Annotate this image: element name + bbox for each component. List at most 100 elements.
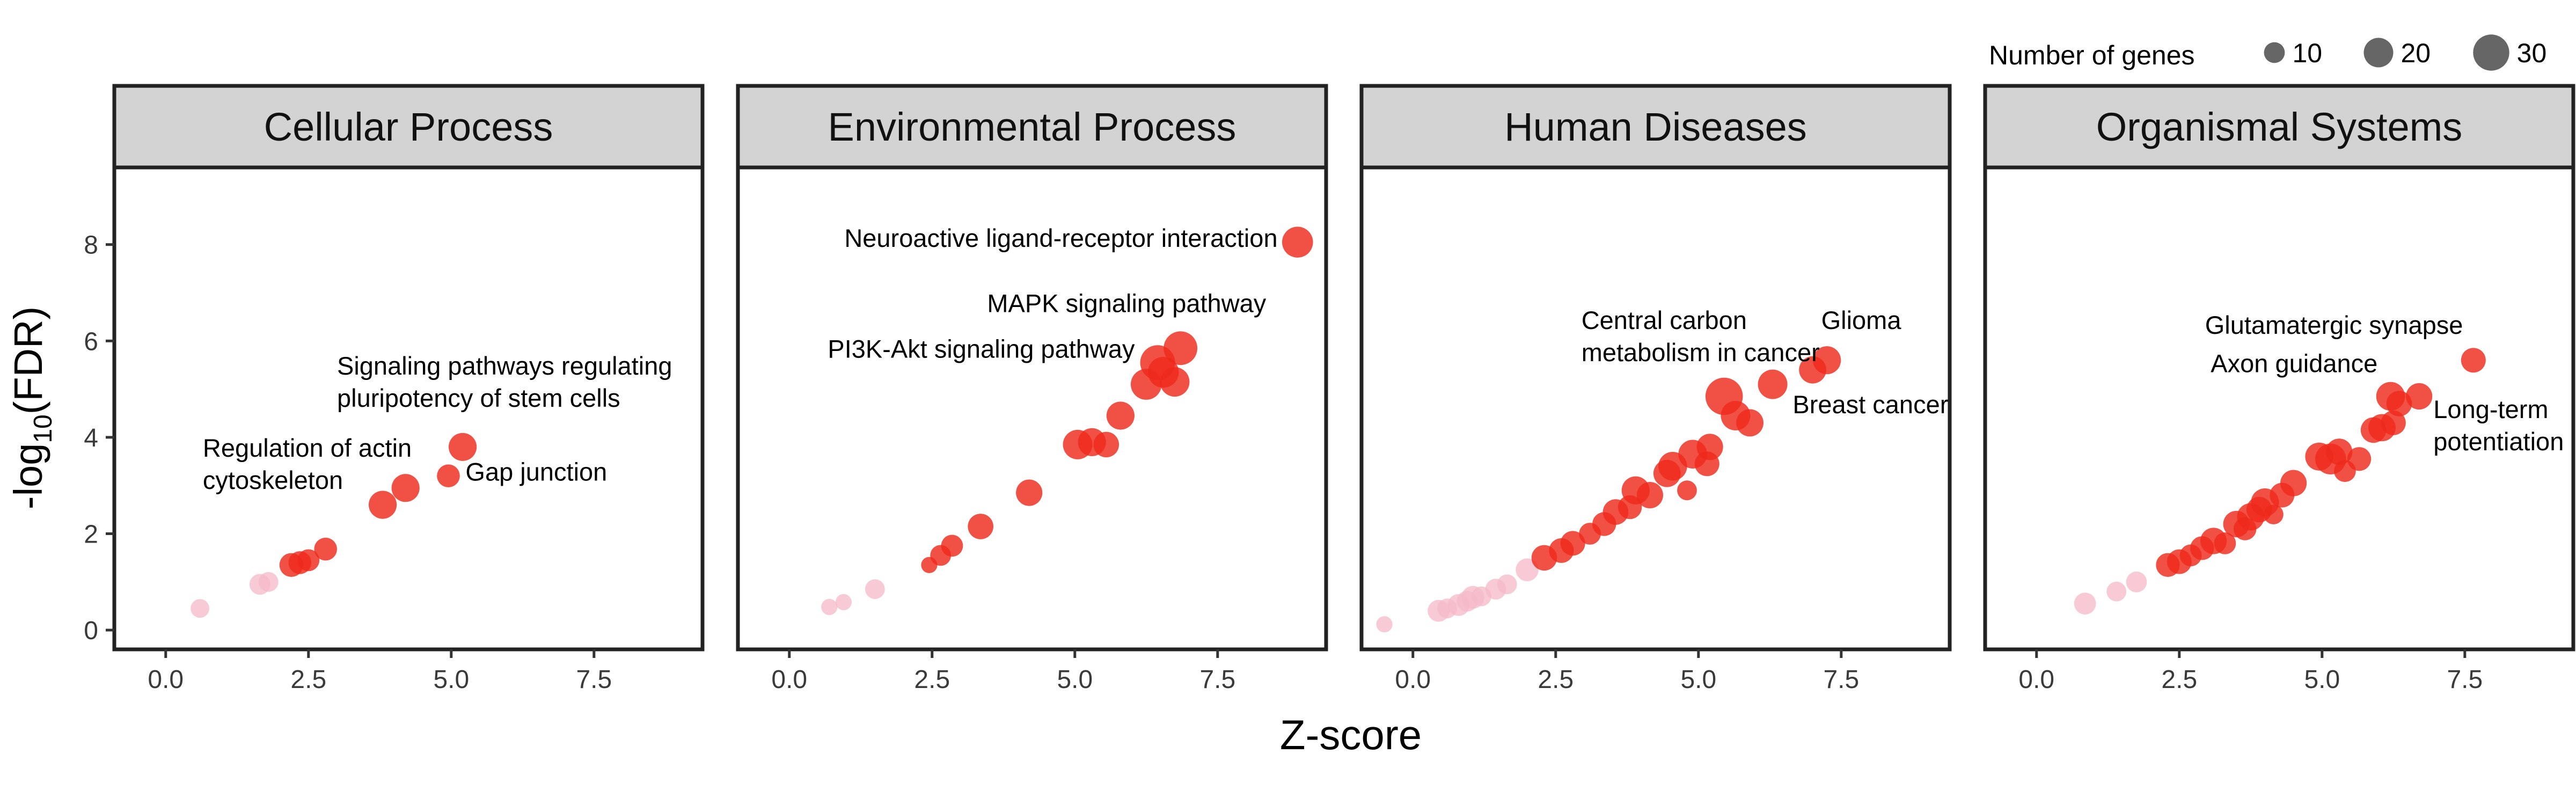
panel-border bbox=[1983, 165, 2575, 652]
annotation-line: Glutamatergic synapse bbox=[2205, 311, 2463, 339]
annotation-line: Axon guidance bbox=[2211, 349, 2377, 378]
annotation-line: Neuroactive ligand-receptor interaction bbox=[844, 224, 1277, 252]
y-axis-title-prefix: -log bbox=[6, 443, 50, 509]
data-point bbox=[1093, 431, 1119, 458]
plot-area bbox=[1362, 167, 1950, 649]
annotation-line: Gap junction bbox=[465, 458, 607, 486]
legend-title: Number of genes bbox=[1989, 40, 2195, 70]
data-point bbox=[2280, 470, 2307, 496]
annotation-line: MAPK signaling pathway bbox=[987, 289, 1266, 317]
annotation-line: PI3K-Akt signaling pathway bbox=[828, 335, 1135, 363]
point-annotation: Axon guidance bbox=[2211, 349, 2377, 378]
data-point bbox=[2381, 410, 2406, 435]
y-axis-title: -log10(FDR) bbox=[6, 306, 57, 509]
annotation-line: Glioma bbox=[1821, 306, 1902, 334]
data-point bbox=[941, 535, 963, 557]
x-tick-label: 5.0 bbox=[2304, 665, 2340, 694]
x-tick-label: 7.5 bbox=[1823, 665, 1859, 694]
facet-panel-1: Cellular Process Signaling pathways regul… bbox=[112, 84, 705, 694]
y-tick-label: 2 bbox=[84, 520, 98, 548]
data-point bbox=[2386, 391, 2412, 416]
point-annotation: Breast cancer bbox=[1792, 390, 1948, 419]
x-tick-label: 7.5 bbox=[2447, 665, 2483, 694]
data-point bbox=[258, 572, 279, 592]
data-point bbox=[1560, 531, 1585, 556]
annotation-line: metabolism in cancer bbox=[1582, 338, 1820, 367]
data-point bbox=[1376, 616, 1393, 633]
data-point bbox=[1813, 346, 1841, 375]
point-annotation: PI3K-Akt signaling pathway bbox=[828, 335, 1135, 363]
legend-key-label: 30 bbox=[2517, 38, 2547, 68]
annotation-line: Breast cancer bbox=[1792, 390, 1948, 419]
x-tick-label: 7.5 bbox=[1199, 665, 1235, 694]
data-point bbox=[1696, 434, 1723, 460]
data-point bbox=[191, 599, 209, 618]
point-annotation: Long-term potentiation bbox=[2433, 395, 2564, 456]
annotation-line: cytoskeleton bbox=[203, 466, 343, 494]
facet-strip bbox=[736, 84, 1328, 170]
facet-title: Cellular Process bbox=[264, 105, 553, 149]
data-point bbox=[2347, 447, 2372, 471]
x-tick-label: 0.0 bbox=[2018, 665, 2054, 694]
facet-panel-4: Organismal Systems Glutamatergic synapse A… bbox=[1983, 84, 2575, 694]
y-tick-label: 8 bbox=[84, 231, 98, 260]
data-point bbox=[297, 549, 320, 572]
data-point bbox=[2106, 581, 2127, 602]
x-tick-label: 5.0 bbox=[1057, 665, 1093, 694]
data-point bbox=[1106, 401, 1135, 430]
data-point bbox=[2264, 504, 2284, 524]
data-point bbox=[1758, 369, 1788, 399]
point-annotation: Glutamatergic synapse bbox=[2205, 311, 2463, 339]
legend-key-circle bbox=[2264, 42, 2285, 63]
data-point bbox=[1636, 482, 1663, 509]
data-point bbox=[2126, 571, 2147, 592]
annotation-line: pluripotency of stem cells bbox=[337, 384, 620, 412]
panel-border bbox=[736, 165, 1328, 652]
facet-strip bbox=[112, 84, 705, 170]
point-annotation: Neuroactive ligand-receptor interaction bbox=[844, 224, 1277, 252]
y-axis-title-subscript: 10 bbox=[29, 414, 57, 443]
annotation-line: Central carbon bbox=[1582, 306, 1747, 334]
size-legend: Number of genes 10 20 30 bbox=[1989, 34, 2547, 71]
data-point bbox=[1282, 226, 1313, 258]
x-tick-label: 0.0 bbox=[1395, 665, 1431, 694]
point-annotation: Central carbon metabolism in cancer bbox=[1582, 306, 1820, 367]
facet-title: Human Diseases bbox=[1504, 105, 1806, 149]
facet-panel-3: Human Diseases Central carbon metabolism i… bbox=[1359, 84, 1952, 694]
x-tick-label: 2.5 bbox=[2161, 665, 2197, 694]
panel-border bbox=[1359, 165, 1952, 652]
data-point bbox=[391, 474, 420, 502]
x-tick-label: 7.5 bbox=[576, 665, 612, 694]
data-point bbox=[1163, 331, 1198, 365]
annotation-line: Regulation of actin bbox=[203, 434, 412, 462]
plot-area bbox=[738, 167, 1326, 649]
plot-area bbox=[114, 167, 702, 649]
x-tick-label: 0.0 bbox=[148, 665, 184, 694]
legend-key-label: 20 bbox=[2401, 38, 2431, 68]
legend-key-label: 10 bbox=[2292, 38, 2322, 68]
x-tick-label: 2.5 bbox=[290, 665, 326, 694]
data-point bbox=[2406, 383, 2433, 410]
data-point bbox=[369, 491, 397, 519]
y-axis-title-suffix: (FDR) bbox=[6, 306, 50, 414]
data-point bbox=[2074, 592, 2096, 615]
legend-key-circle bbox=[2473, 34, 2509, 71]
plot-area bbox=[1985, 167, 2573, 649]
data-point bbox=[1677, 480, 1697, 501]
data-point bbox=[314, 537, 337, 561]
facet-strip bbox=[1983, 84, 2575, 170]
data-point bbox=[449, 433, 477, 461]
x-tick-label: 2.5 bbox=[914, 665, 950, 694]
data-point bbox=[437, 464, 460, 487]
facet-panel-2: Environmental Process Neuroactive ligand-… bbox=[736, 84, 1328, 694]
legend-key-circle bbox=[2363, 38, 2394, 68]
data-point bbox=[2326, 438, 2353, 465]
y-tick-label: 4 bbox=[84, 424, 98, 452]
data-point bbox=[2214, 532, 2236, 554]
y-tick-label: 0 bbox=[84, 617, 98, 645]
facet-title: Environmental Process bbox=[828, 105, 1236, 149]
panel-border bbox=[112, 165, 705, 652]
data-point bbox=[821, 598, 838, 616]
